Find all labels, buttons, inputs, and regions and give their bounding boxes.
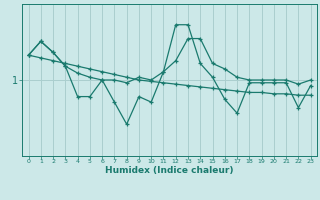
- X-axis label: Humidex (Indice chaleur): Humidex (Indice chaleur): [105, 166, 234, 175]
